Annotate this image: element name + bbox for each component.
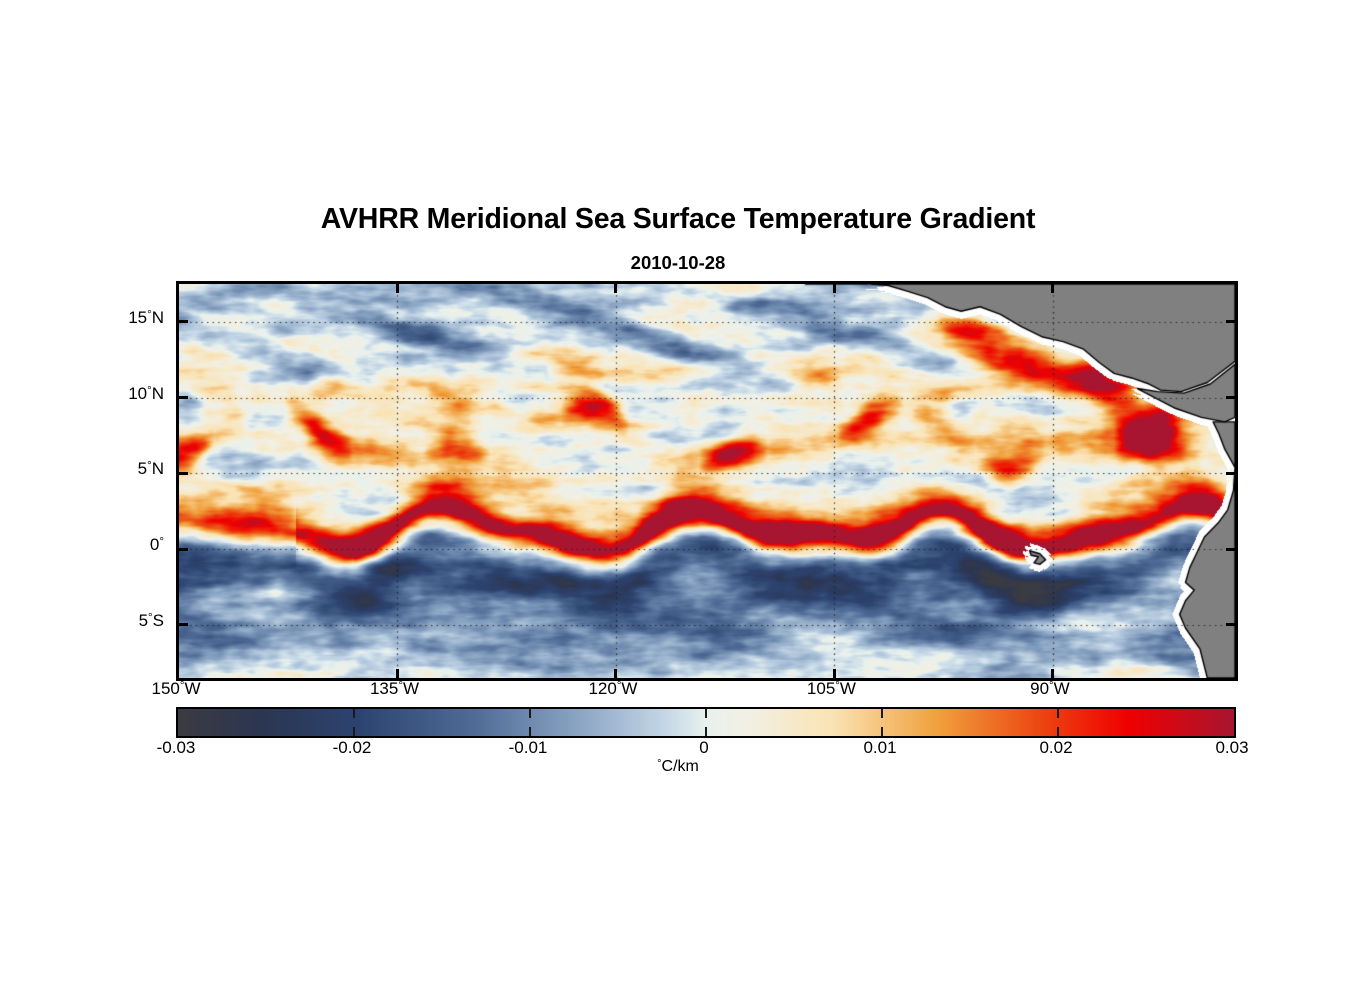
colorbar-tick-label: 0.01 <box>863 738 897 757</box>
y-tick-label: 15°N <box>128 307 164 327</box>
x-tick-mark <box>1051 284 1055 293</box>
colorbar-tick-mark <box>705 709 707 718</box>
colorbar-tick-mark <box>1057 709 1059 718</box>
colorbar-tick-mark <box>1057 727 1059 736</box>
y-tick-mark <box>179 320 188 324</box>
colorbar-tick-mark <box>529 727 531 736</box>
colorbar-tick-label: 0.03 <box>1215 738 1249 757</box>
x-tick-label: 90°W <box>1030 679 1070 698</box>
colorbar-tick-label: 0 <box>699 738 709 757</box>
x-tick-label: 105°W <box>806 679 856 698</box>
x-tick-mark <box>614 669 618 678</box>
y-tick-mark <box>179 623 188 627</box>
colorbar-unit-label: °C/km <box>657 758 699 775</box>
chart-subtitle-date: 2010-10-28 <box>630 252 726 273</box>
y-tick-mark <box>1226 623 1235 627</box>
colorbar-tick-mark <box>529 709 531 718</box>
y-tick-mark <box>179 396 188 400</box>
y-tick-mark <box>179 547 188 551</box>
y-tick-mark <box>1226 547 1235 551</box>
y-tick-label: 0° <box>149 535 164 555</box>
colorbar-tick-label: 0.02 <box>1039 738 1073 757</box>
x-tick-mark <box>1051 669 1055 678</box>
x-tick-label: 120°W <box>588 679 638 698</box>
sst-gradient-heatmap <box>179 284 1235 678</box>
page-title: AVHRR Meridional Sea Surface Temperature… <box>320 203 1036 235</box>
y-tick-mark <box>1226 396 1235 400</box>
colorbar-tick-mark <box>705 727 707 736</box>
colorbar-tick-mark <box>881 709 883 718</box>
colorbar-tick-label: -0.02 <box>332 738 372 757</box>
x-tick-mark <box>614 284 618 293</box>
y-tick-mark <box>179 471 188 475</box>
x-tick-label: 150°W <box>151 679 201 698</box>
colorbar-tick-mark <box>353 709 355 718</box>
x-tick-mark <box>395 284 399 293</box>
y-tick-label: 5°N <box>137 459 164 479</box>
x-tick-mark <box>832 669 836 678</box>
x-tick-mark <box>832 284 836 293</box>
colorbar-tick-mark <box>353 727 355 736</box>
x-tick-mark <box>395 669 399 678</box>
colorbar <box>176 707 1236 738</box>
y-tick-label: 5°S <box>138 610 164 630</box>
y-tick-mark <box>1226 320 1235 324</box>
y-tick-label: 10°N <box>128 383 164 403</box>
colorbar-tick-mark <box>881 727 883 736</box>
map-plot-area <box>176 281 1238 681</box>
colorbar-tick-label: -0.03 <box>156 738 196 757</box>
x-tick-label: 135°W <box>369 679 419 698</box>
colorbar-tick-label: -0.01 <box>508 738 548 757</box>
y-tick-mark <box>1226 471 1235 475</box>
